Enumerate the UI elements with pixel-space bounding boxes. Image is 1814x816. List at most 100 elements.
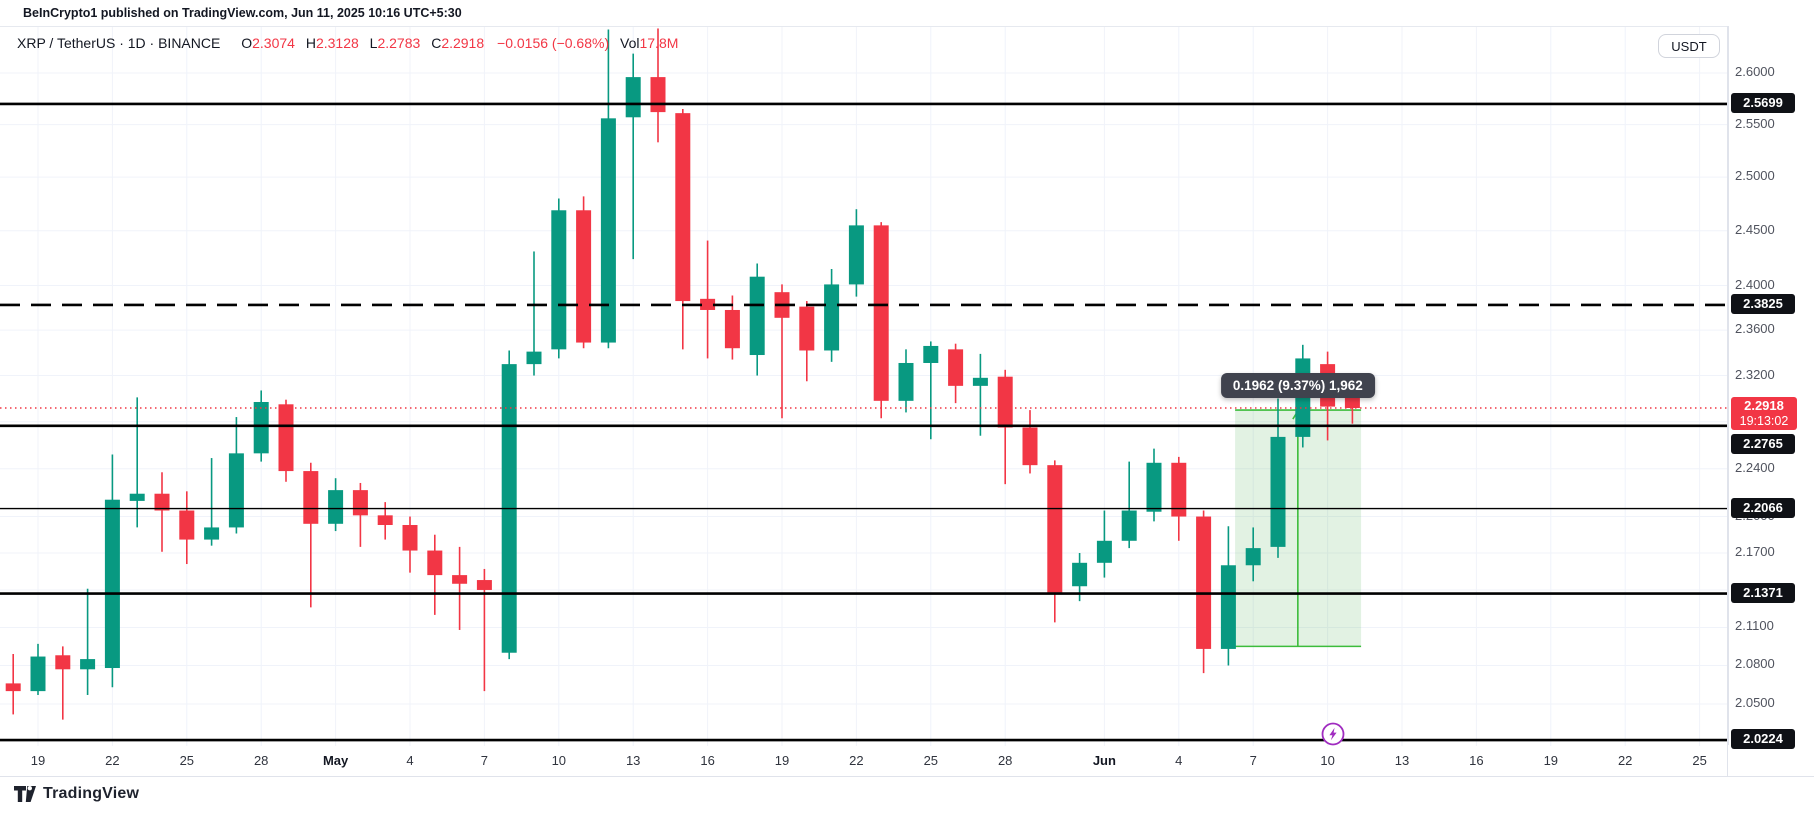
time-tick-label: 19 bbox=[30, 753, 46, 768]
candle-body bbox=[576, 210, 592, 343]
candlestick-plot[interactable] bbox=[0, 27, 1728, 746]
candle-body bbox=[600, 118, 616, 343]
candle-body bbox=[724, 309, 740, 349]
symbol-title: XRP / TetherUS · 1D · BINANCE bbox=[17, 35, 221, 51]
level-price-label: 2.2066 bbox=[1731, 497, 1795, 518]
candle-body bbox=[1022, 427, 1038, 466]
time-tick-label: 22 bbox=[849, 753, 864, 768]
high-label: H bbox=[305, 35, 316, 51]
candle-body bbox=[352, 490, 368, 516]
price-tick-label: 2.3200 bbox=[1735, 366, 1775, 382]
open-value: 2.3074 bbox=[252, 35, 295, 51]
candle-body bbox=[898, 362, 914, 401]
candle-body bbox=[972, 377, 988, 386]
time-tick-label: 28 bbox=[997, 753, 1013, 768]
candle-body bbox=[625, 77, 641, 118]
price-tick-label: 2.5000 bbox=[1735, 168, 1775, 184]
candle-body bbox=[1146, 462, 1162, 512]
price-tick-label: 2.2400 bbox=[1735, 459, 1775, 475]
time-tick-label: 4 bbox=[406, 753, 414, 768]
price-tick-label: 2.1100 bbox=[1735, 618, 1774, 634]
close-value: 2.2918 bbox=[441, 35, 485, 51]
time-tick-label: 7 bbox=[480, 753, 489, 768]
level-price-label: 2.5699 bbox=[1731, 92, 1795, 113]
time-tick-label: 25 bbox=[1692, 753, 1707, 768]
candle-body bbox=[427, 550, 443, 576]
price-tick-label: 2.3600 bbox=[1735, 321, 1775, 337]
candle-body bbox=[700, 298, 716, 310]
time-tick-label: 10 bbox=[1320, 753, 1335, 768]
candle-body bbox=[228, 453, 244, 528]
candle-body bbox=[1072, 562, 1088, 587]
gridlines bbox=[0, 27, 1728, 746]
price-tick-label: 2.5500 bbox=[1735, 115, 1775, 131]
candle-body bbox=[5, 683, 21, 692]
candle-body bbox=[1047, 465, 1063, 593]
candle-body bbox=[1096, 540, 1112, 563]
time-tick-label: Jun bbox=[1092, 753, 1116, 768]
chart-area[interactable]: XRP / TetherUS · 1D · BINANCE O2.3074 H2… bbox=[0, 26, 1728, 746]
candle-body bbox=[650, 77, 666, 113]
current-price-value: 2.2918 bbox=[1744, 398, 1784, 413]
change-value: −0.0156 (−0.68%) bbox=[497, 35, 610, 51]
price-tick-label: 2.1700 bbox=[1735, 543, 1775, 559]
level-price-label: 2.3825 bbox=[1731, 293, 1795, 314]
candle-body bbox=[104, 499, 120, 669]
candle-body bbox=[303, 471, 319, 524]
candle-body bbox=[526, 351, 542, 365]
measurement-tooltip: 0.1962 (9.37%) 1,962 bbox=[1220, 373, 1375, 399]
candle-body bbox=[154, 493, 170, 511]
time-tick-label: 19 bbox=[774, 753, 790, 768]
time-tick-label: 16 bbox=[700, 753, 715, 768]
candle-body bbox=[1171, 462, 1187, 517]
candle-body bbox=[1196, 516, 1212, 649]
time-tick-label: 28 bbox=[253, 753, 269, 768]
candle-body bbox=[799, 306, 815, 351]
candle-body bbox=[452, 575, 468, 584]
candle-body bbox=[848, 225, 864, 285]
candle-body bbox=[675, 113, 691, 302]
candle-body bbox=[948, 349, 964, 386]
candle-body bbox=[824, 284, 840, 351]
level-lines bbox=[0, 102, 1728, 742]
open-label: O bbox=[241, 35, 253, 51]
tradingview-logo-text: TradingView bbox=[43, 785, 140, 802]
candle-body bbox=[328, 490, 344, 524]
candle-body bbox=[1270, 436, 1286, 547]
attribution-text: BeInCrypto1 published on TradingView.com… bbox=[23, 6, 462, 20]
time-tick-label: 22 bbox=[105, 753, 120, 768]
candle-body bbox=[476, 580, 492, 590]
tradingview-logo-icon bbox=[14, 786, 36, 802]
bar-countdown: 19:13:02 bbox=[1739, 414, 1789, 428]
time-tick-label: 7 bbox=[1249, 753, 1257, 768]
candle-body bbox=[923, 345, 939, 363]
currency-unit-button[interactable]: USDT bbox=[1658, 34, 1720, 58]
current-price-label: 2.2918 19:13:02 bbox=[1731, 397, 1797, 430]
level-price-label: 2.0224 bbox=[1731, 729, 1795, 750]
time-tick-label: 4 bbox=[1175, 753, 1183, 768]
time-tick-label: 16 bbox=[1469, 753, 1484, 768]
candle-body bbox=[30, 656, 46, 692]
candle-body bbox=[873, 225, 889, 401]
time-tick-label: 25 bbox=[923, 753, 939, 768]
axis-separator bbox=[1727, 26, 1728, 776]
price-tick-label: 2.4000 bbox=[1735, 276, 1775, 292]
low-label: L bbox=[369, 35, 378, 51]
time-tick-label: 10 bbox=[551, 753, 567, 768]
time-tick-label: May bbox=[322, 753, 349, 768]
candle-body bbox=[129, 493, 145, 501]
tradingview-logo[interactable]: TradingView bbox=[14, 785, 139, 803]
candle-body bbox=[377, 515, 393, 526]
high-value: 2.3128 bbox=[315, 35, 359, 51]
price-axis[interactable]: 2.6000 2.5500 2.5000 2.4500 2.4000 2.3600 2.32… bbox=[1728, 26, 1814, 750]
close-label: C bbox=[431, 35, 442, 51]
volume-label: Vol bbox=[620, 35, 640, 51]
time-axis[interactable]: 19 22 25 28 May 4 7 10 13 16 19 22 25 28 Jun 4 7 10 13 16 19… bbox=[0, 745, 1814, 777]
lightning-marker-icon[interactable] bbox=[1320, 721, 1346, 752]
candle-body bbox=[402, 525, 418, 551]
candle-body bbox=[1245, 548, 1261, 566]
time-tick-label: 22 bbox=[1617, 753, 1633, 768]
candles bbox=[5, 28, 1360, 720]
candle-body bbox=[80, 659, 96, 670]
